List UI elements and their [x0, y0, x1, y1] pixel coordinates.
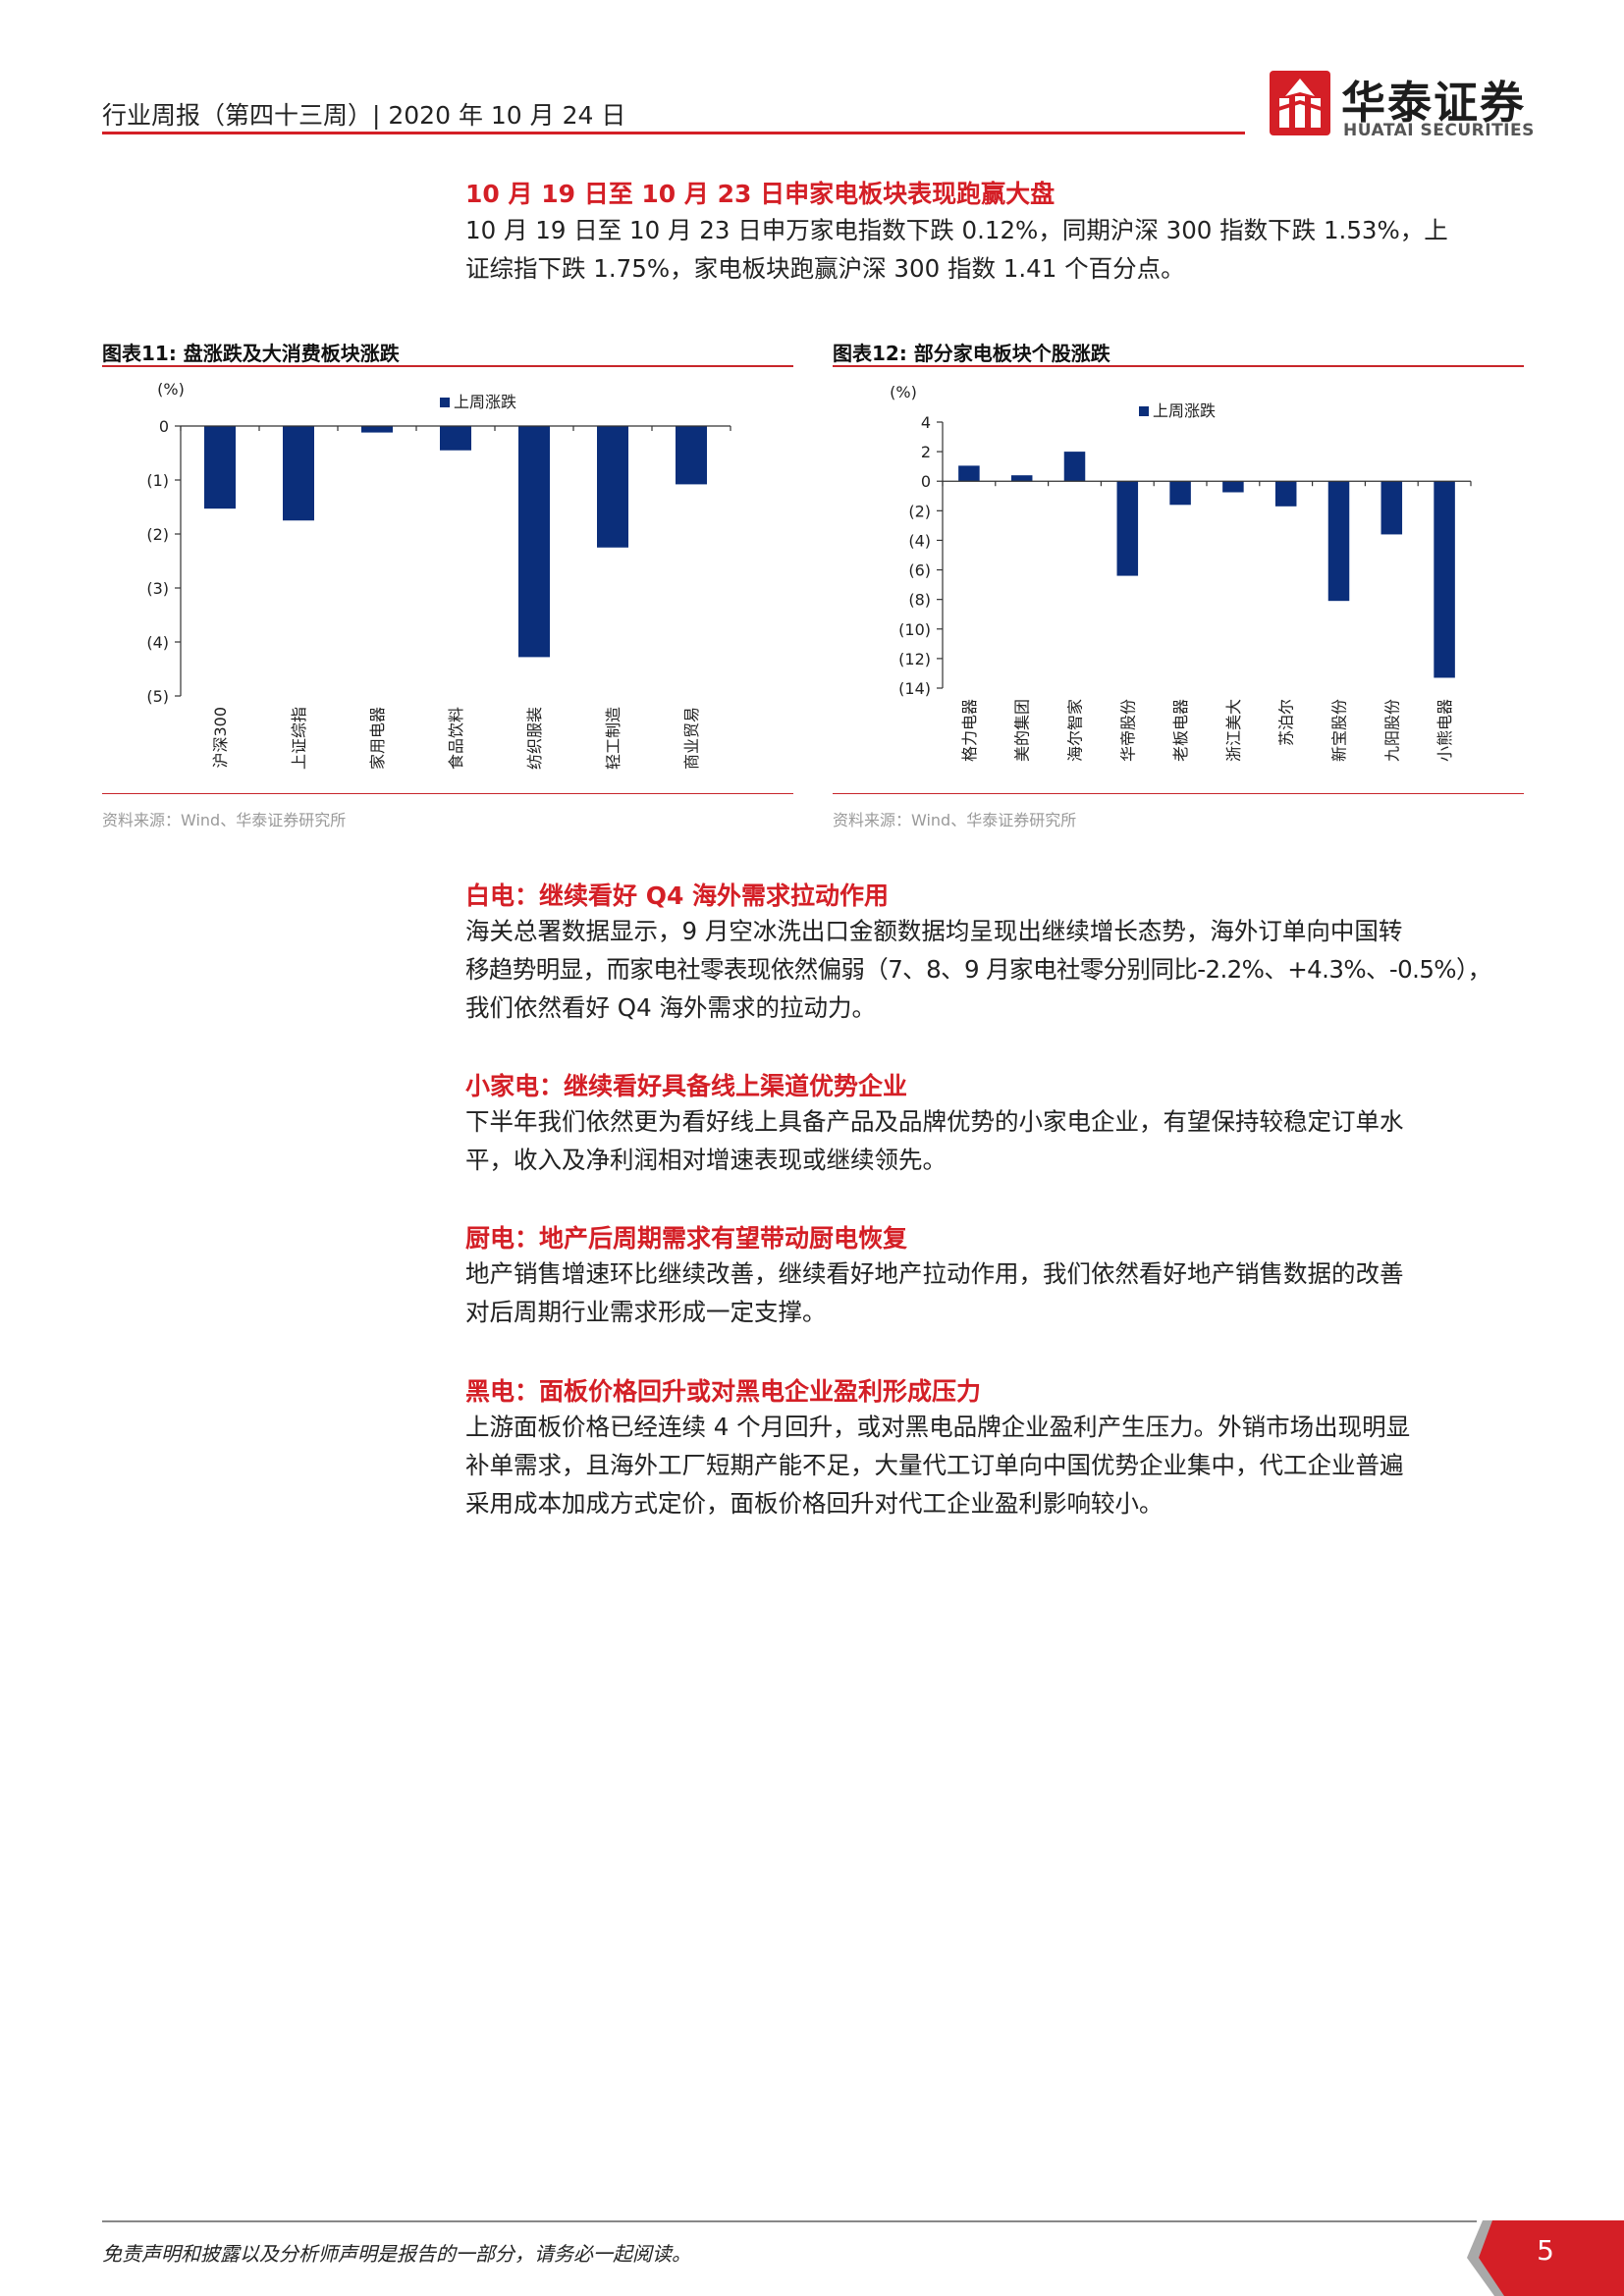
- x-category-label: 老板电器: [1171, 699, 1190, 762]
- x-category-label: 轻工制造: [604, 707, 623, 770]
- header-divider: [102, 132, 1245, 134]
- paragraph-line: 海关总署数据显示，9 月空冰洗出口金额数据均呈现出继续增长态势，海外订单向中国转: [465, 917, 1403, 945]
- page-number: 5: [1537, 2234, 1554, 2267]
- bar: [1010, 475, 1033, 482]
- x-category-label: 家用电器: [368, 707, 387, 770]
- section-heading-black-goods: 黑电：面板价格回升或对黑电企业盈利形成压力: [465, 1377, 982, 1406]
- paragraph-line: 10 月 19 日至 10 月 23 日申万家电指数下跌 0.12%，同期沪深 …: [465, 216, 1448, 244]
- paragraph-line: 下半年我们依然更为看好线上具备产品及品牌优势的小家电企业，有望保持较稳定订单水: [465, 1107, 1404, 1136]
- x-category-label: 九阳股份: [1382, 699, 1401, 762]
- bar: [1222, 481, 1244, 493]
- section-heading-white-goods: 白电：继续看好 Q4 海外需求拉动作用: [465, 881, 890, 910]
- y-tick-label: (4): [146, 633, 169, 652]
- y-tick-label: (5): [146, 687, 169, 706]
- bar: [1274, 481, 1297, 507]
- bar: [518, 426, 550, 658]
- y-tick-label: (3): [146, 579, 169, 598]
- chart-12-source: 资料来源：Wind、华泰证券研究所: [833, 811, 1077, 829]
- y-tick-label: (2): [908, 502, 931, 520]
- x-category-label: 格力电器: [960, 699, 979, 762]
- bar: [1169, 481, 1191, 506]
- y-axis-unit-label: (%): [890, 383, 917, 401]
- footer-disclaimer: 免责声明和披露以及分析师声明是报告的一部分，请务必一起阅读。: [102, 2242, 691, 2266]
- bar: [676, 426, 707, 485]
- legend-swatch: [1139, 406, 1149, 416]
- bar: [1116, 481, 1139, 576]
- bar: [361, 426, 393, 433]
- y-tick-label: (4): [908, 531, 931, 550]
- legend-label: 上周涨跌: [1153, 401, 1216, 420]
- paragraph-line: 地产销售增速环比继续改善，继续看好地产拉动作用，我们依然看好地产销售数据的改善: [465, 1259, 1404, 1288]
- x-category-label: 商业贸易: [682, 707, 701, 770]
- x-category-label: 华帝股份: [1118, 699, 1137, 762]
- kitchen-paragraph: 地产销售增速环比继续改善，继续看好地产拉动作用，我们依然看好地产销售数据的改善 …: [465, 1255, 1528, 1331]
- chart-11-bottom-rule: [102, 793, 793, 794]
- x-category-label: 海尔智家: [1066, 699, 1085, 762]
- chart-12-title: 图表12: 部分家电板块个股涨跌: [833, 342, 1110, 365]
- x-category-label: 小熊电器: [1435, 699, 1454, 762]
- footer-divider: [102, 2220, 1477, 2222]
- y-tick-label: (10): [898, 620, 931, 639]
- section-heading-small-appliance: 小家电：继续看好具备线上渠道优势企业: [465, 1072, 908, 1100]
- x-category-label: 食品饮料: [447, 707, 465, 770]
- paragraph-line: 移趋势明显，而家电社零表现依然偏弱（7、8、9 月家电社零分别同比-2.2%、+…: [465, 955, 1491, 984]
- y-tick-label: (1): [146, 471, 169, 490]
- chart-12-top-rule: [833, 365, 1524, 367]
- x-category-label: 上证综指: [290, 707, 308, 770]
- bar: [283, 426, 314, 521]
- section-heading-kitchen: 厨电：地产后周期需求有望带动厨电恢复: [465, 1224, 908, 1253]
- x-category-label: 沪深300: [211, 707, 230, 769]
- x-category-label: 纺织服装: [525, 707, 544, 770]
- page-badge-shape: [1467, 2220, 1624, 2296]
- x-category-label: 新宝股份: [1330, 699, 1349, 762]
- paragraph-line: 平，收入及净利润相对增速表现或继续领先。: [465, 1146, 947, 1174]
- paragraph-line: 上游面板价格已经连续 4 个月回升，或对黑电品牌企业盈利产生压力。外销市场出现明…: [465, 1413, 1411, 1441]
- small-appliance-paragraph: 下半年我们依然更为看好线上具备产品及品牌优势的小家电企业，有望保持较稳定订单水 …: [465, 1102, 1528, 1179]
- chart-12: (%) 上周涨跌 4 2 0 (2) (4) (6) (8) (10) (12) (14) 格力电器 美的…: [890, 383, 1472, 762]
- chart-11-title: 图表11: 盘涨跌及大消费板块涨跌: [102, 342, 400, 365]
- chart-12-bottom-rule: [833, 793, 1524, 794]
- black-goods-paragraph: 上游面板价格已经连续 4 个月回升，或对黑电品牌企业盈利产生压力。外销市场出现明…: [465, 1408, 1528, 1522]
- brand-name-cn: 华泰证券: [1341, 77, 1527, 129]
- intro-paragraph: 10 月 19 日至 10 月 23 日申万家电指数下跌 0.12%，同期沪深 …: [465, 211, 1528, 288]
- y-tick-label: (12): [898, 650, 931, 668]
- paragraph-line: 证综指下跌 1.75%，家电板块跑赢沪深 300 指数 1.41 个百分点。: [465, 254, 1185, 283]
- x-category-label: 浙江美大: [1224, 699, 1243, 762]
- white-goods-paragraph: 海关总署数据显示，9 月空冰洗出口金额数据均呈现出继续增长态势，海外订单向中国转…: [465, 912, 1528, 1027]
- chart-11-source: 资料来源：Wind、华泰证券研究所: [102, 811, 347, 829]
- chart-11-top-rule: [102, 365, 793, 367]
- bar: [1380, 481, 1403, 535]
- y-tick-label: 2: [921, 443, 931, 461]
- paragraph-line: 补单需求，且海外工厂短期产能不足，大量代工订单向中国优势企业集中，代工企业普遍: [465, 1451, 1404, 1479]
- bar: [1327, 481, 1350, 602]
- y-tick-label: 0: [159, 417, 169, 436]
- paragraph-line: 我们依然看好 Q4 海外需求的拉动力。: [465, 993, 876, 1022]
- bar: [958, 465, 980, 482]
- bar: [597, 426, 628, 548]
- bar: [1063, 452, 1086, 482]
- x-category-label: 美的集团: [1013, 699, 1032, 762]
- y-tick-label: 0: [921, 472, 931, 491]
- chart-11: (%) 上周涨跌 0 (1) (2) (3) (4) (5) 沪深300 上证综指 家用电器 食品饮料…: [146, 380, 731, 770]
- bar: [1434, 481, 1455, 678]
- y-tick-label: (2): [146, 525, 169, 544]
- y-tick-label: 4: [921, 413, 931, 432]
- y-tick-label: (8): [908, 591, 931, 610]
- legend-label: 上周涨跌: [454, 393, 516, 411]
- x-category-label: 苏泊尔: [1277, 699, 1296, 746]
- y-tick-label: (14): [898, 679, 931, 698]
- bar: [440, 426, 471, 451]
- huatai-logo-icon: [1270, 71, 1330, 135]
- section-heading-intro: 10 月 19 日至 10 月 23 日申家电板块表现跑赢大盘: [465, 180, 1056, 208]
- paragraph-line: 采用成本加成方式定价，面板价格回升对代工企业盈利影响较小。: [465, 1489, 1164, 1518]
- bar: [204, 426, 236, 509]
- report-header-title: 行业周报（第四十三周）| 2020 年 10 月 24 日: [102, 101, 626, 130]
- y-axis-unit-label: (%): [157, 380, 185, 399]
- y-tick-label: (6): [908, 561, 931, 580]
- paragraph-line: 对后周期行业需求形成一定支撑。: [465, 1298, 827, 1326]
- brand-name-en: HUATAI SECURITIES: [1343, 121, 1535, 140]
- legend-swatch: [440, 398, 450, 407]
